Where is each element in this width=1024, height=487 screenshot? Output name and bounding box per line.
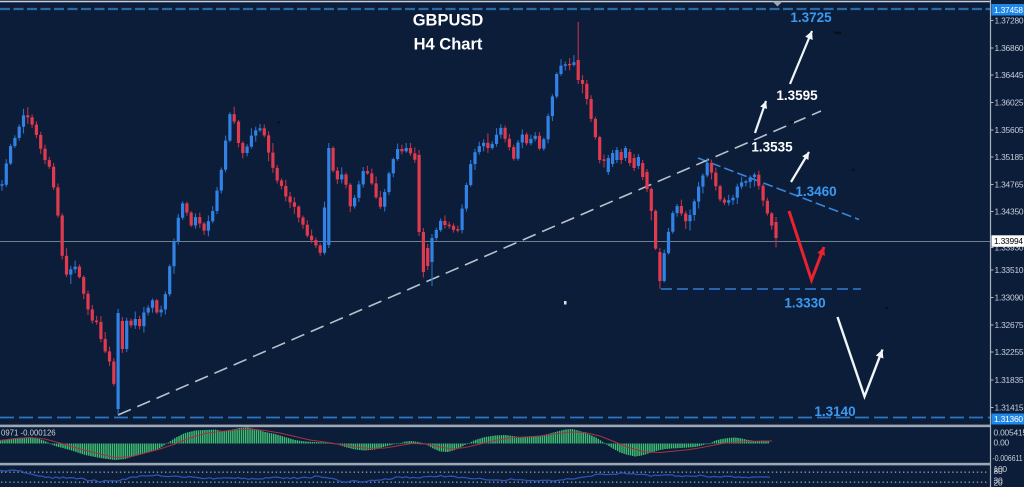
svg-text:1.31835: 1.31835 xyxy=(995,375,1024,385)
svg-text:1.33090: 1.33090 xyxy=(995,293,1024,303)
svg-text:1.3460: 1.3460 xyxy=(795,184,836,199)
svg-text:1.32255: 1.32255 xyxy=(995,347,1024,357)
svg-text:1.35605: 1.35605 xyxy=(995,125,1024,135)
svg-text:0.00: 0.00 xyxy=(994,438,1010,448)
svg-text:1.3330: 1.3330 xyxy=(784,296,825,311)
svg-text:GBPUSD: GBPUSD xyxy=(413,12,484,30)
svg-text:0971 -0.000126: 0971 -0.000126 xyxy=(1,429,56,438)
svg-text:1.36445: 1.36445 xyxy=(995,70,1024,80)
svg-text:1.3140: 1.3140 xyxy=(814,404,855,419)
svg-text:1.3725: 1.3725 xyxy=(790,10,832,25)
svg-text:1.37280: 1.37280 xyxy=(995,16,1024,26)
svg-text:1.36025: 1.36025 xyxy=(995,98,1024,108)
svg-text:1.31415: 1.31415 xyxy=(995,403,1024,413)
svg-text:1.34350: 1.34350 xyxy=(995,207,1024,217)
svg-text:0.005415: 0.005415 xyxy=(994,428,1024,438)
svg-text:1.36860: 1.36860 xyxy=(995,43,1024,53)
svg-text:1.31360: 1.31360 xyxy=(994,414,1023,424)
svg-text:1.33930: 1.33930 xyxy=(995,243,1024,253)
svg-text:1.37458: 1.37458 xyxy=(994,5,1023,15)
svg-text:30: 30 xyxy=(994,476,1003,486)
svg-text:20: 20 xyxy=(994,478,1003,487)
svg-text:100: 100 xyxy=(994,464,1008,474)
svg-text:1.35185: 1.35185 xyxy=(995,152,1024,162)
svg-text:80: 80 xyxy=(994,466,1003,476)
svg-text:-0.006611: -0.006611 xyxy=(993,453,1023,463)
svg-text:1.3535: 1.3535 xyxy=(751,139,793,154)
svg-text:1.34765: 1.34765 xyxy=(995,180,1024,190)
svg-text:1.3595: 1.3595 xyxy=(776,88,818,103)
svg-text:1.33510: 1.33510 xyxy=(995,265,1024,275)
svg-text:1.33994: 1.33994 xyxy=(994,236,1023,246)
svg-text:1.32675: 1.32675 xyxy=(995,320,1024,330)
svg-text:H4 Chart: H4 Chart xyxy=(414,36,483,54)
